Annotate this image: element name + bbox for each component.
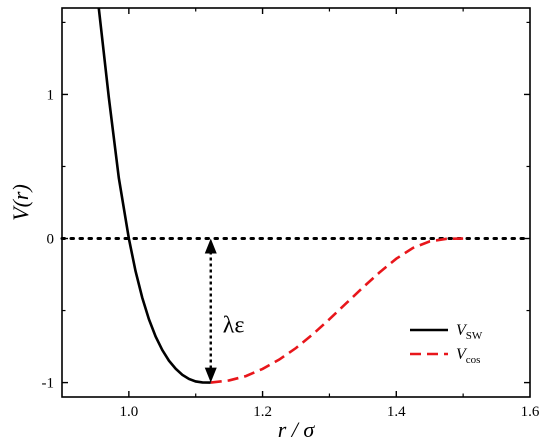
legend-label-main: V bbox=[456, 346, 468, 363]
x-tick-label: 1.2 bbox=[253, 404, 272, 420]
x-axis-label: r / σ bbox=[278, 417, 316, 442]
series-layer bbox=[97, 8, 464, 384]
x-tick-label: 1.6 bbox=[521, 404, 540, 420]
legend-label-main: V bbox=[456, 322, 468, 339]
arrow-head-up bbox=[204, 238, 217, 254]
series-line-cos bbox=[210, 237, 464, 384]
lambda-epsilon-label: λε bbox=[223, 313, 245, 339]
y-tick-label: 0 bbox=[47, 232, 55, 248]
annotation-layer: λε bbox=[204, 238, 245, 383]
tick-layer: 1.0 1.2 1.4 1.6 -1 0 1 bbox=[42, 8, 540, 420]
x-tick-label: 1.4 bbox=[387, 404, 406, 420]
label-layer: r / σ V(r) bbox=[8, 184, 315, 442]
y-tick-label: -1 bbox=[42, 376, 55, 392]
legend-label-sub: cos bbox=[466, 354, 481, 366]
series-line-sw bbox=[97, 8, 211, 384]
y-axis-label: V(r) bbox=[8, 184, 33, 221]
legend-label-sub: SW bbox=[466, 330, 483, 342]
arrow-head-down bbox=[204, 367, 217, 383]
legend-label-cos: Vcos bbox=[456, 346, 480, 366]
x-tick-label: 1.0 bbox=[119, 404, 138, 420]
legend-label-sw: VSW bbox=[456, 322, 483, 342]
y-tick-label: 1 bbox=[47, 87, 55, 103]
plot-frame bbox=[61, 7, 531, 398]
